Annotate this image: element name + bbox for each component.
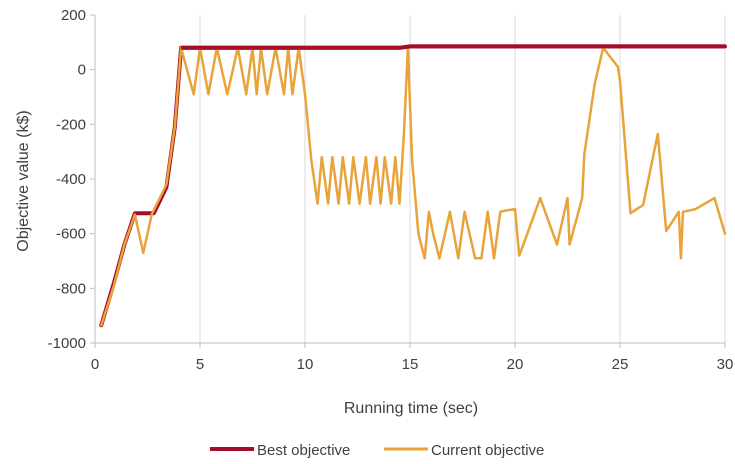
legend-label-current-objective: Current objective xyxy=(431,442,544,459)
series-line-current-objective xyxy=(100,46,727,327)
x-tick-label: 15 xyxy=(402,356,419,373)
x-tick-label: 5 xyxy=(196,356,204,373)
axis-layer xyxy=(90,14,726,348)
x-axis-title: Running time (sec) xyxy=(344,400,478,417)
y-tick-label: -800 xyxy=(56,280,86,297)
legend-label-best-objective: Best objective xyxy=(257,442,350,459)
series-line-best-objective-top xyxy=(181,44,725,50)
grid-layer xyxy=(199,15,726,343)
x-tick-label: 20 xyxy=(507,356,524,373)
x-tick-label: 0 xyxy=(91,356,99,373)
tick-layer: 200 0 -200 -400 -600 -800 -1000 0 5 10 15 20 25 30 xyxy=(48,7,734,373)
x-tick-label: 10 xyxy=(297,356,314,373)
series-layer xyxy=(99,44,727,328)
y-tick-label: 200 xyxy=(61,7,86,24)
y-tick-label: -600 xyxy=(56,226,86,243)
x-tick-label: 25 xyxy=(612,356,629,373)
x-tick-label: 30 xyxy=(717,356,734,373)
y-tick-label: -200 xyxy=(56,116,86,133)
legend: Best objective Current objective xyxy=(210,442,544,459)
y-tick-label: 0 xyxy=(78,62,86,79)
y-tick-label: -1000 xyxy=(48,335,86,352)
y-axis-title: Objective value (k$) xyxy=(15,110,32,251)
y-tick-label: -400 xyxy=(56,171,86,188)
